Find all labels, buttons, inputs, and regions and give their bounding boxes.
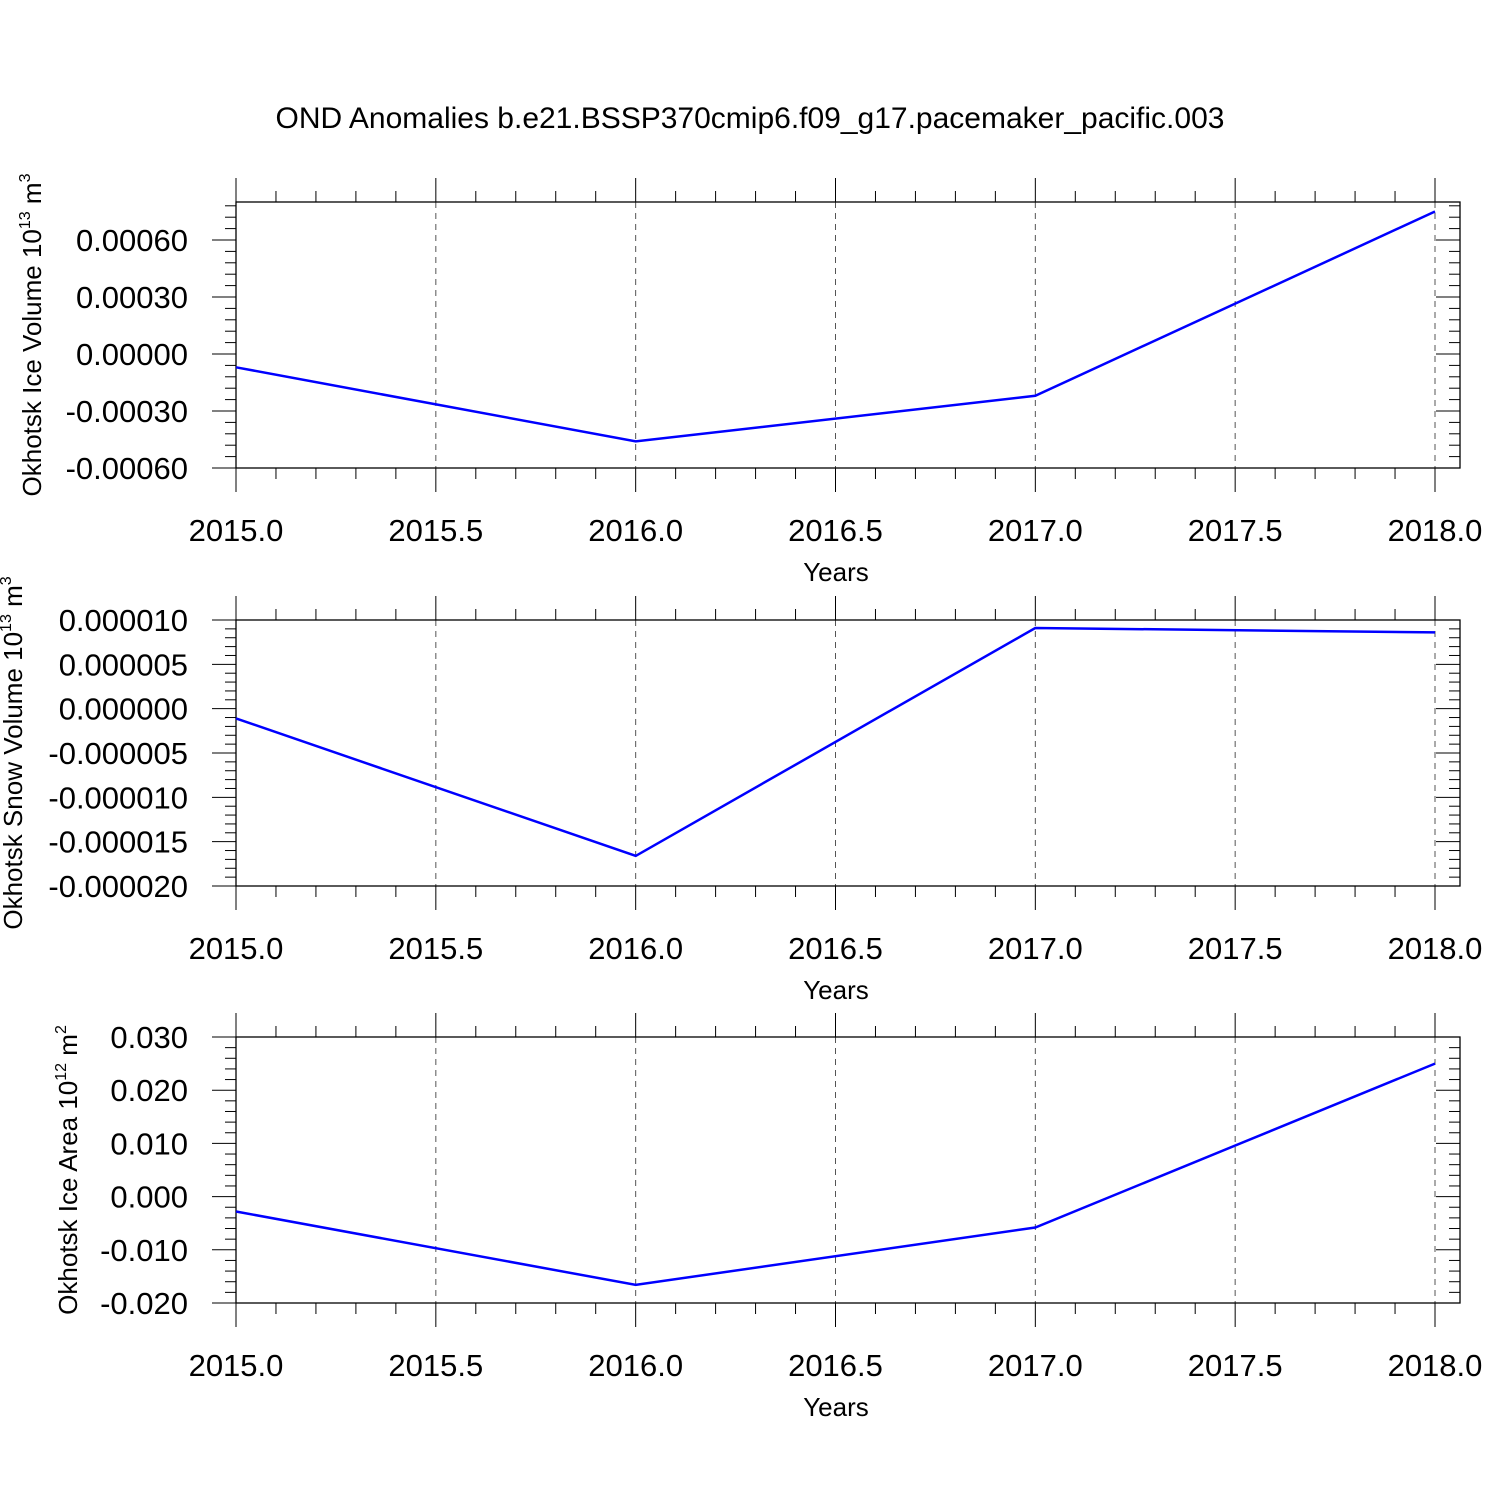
x-tick-label: 2015.5 — [388, 931, 483, 966]
panel-1-grid — [435, 202, 1436, 468]
x-tick-label: 2016.5 — [788, 931, 883, 966]
panel-1-y-axis-title: Okhotsk Ice Volume 1013 m3 — [17, 173, 47, 496]
x-tick-label: 2016.0 — [588, 513, 683, 548]
y-tick-label: -0.000005 — [48, 736, 188, 771]
panel-1-series-line — [235, 210, 1436, 443]
panel-3-tick-labels: 2015.0 2015.5 2016.0 2016.5 2017.0 2017.5 2018… — [100, 1020, 1482, 1383]
y-tick-label: -0.000010 — [48, 780, 188, 815]
panel-2-tick-labels: 2015.0 2015.5 2016.0 2016.5 2017.0 2017.5 2018… — [48, 603, 1482, 966]
y-tick-label: 0.020 — [110, 1073, 188, 1108]
x-tick-label: 2016.5 — [788, 1348, 883, 1383]
panel-3-y-axis-title: Okhotsk Ice Area 1012 m2 — [53, 1025, 83, 1315]
panel-2-grid — [435, 620, 1436, 886]
panel-2-ticks — [212, 596, 1460, 910]
x-tick-label: 2016.0 — [588, 931, 683, 966]
panel-ice-volume: 2015.0 2015.5 2016.0 2016.5 2017.0 2017.5 2018… — [17, 173, 1482, 587]
x-tick-label: 2015.0 — [189, 1348, 284, 1383]
panel-3-grid — [435, 1037, 1436, 1303]
y-tick-label: 0.00030 — [76, 280, 188, 315]
panel-2-frame — [235, 619, 1461, 887]
chart-title: OND Anomalies b.e21.BSSP370cmip6.f09_g17… — [276, 102, 1225, 135]
panel-1-tick-labels: 2015.0 2015.5 2016.0 2016.5 2017.0 2017.5 2018… — [66, 223, 1483, 548]
panel-1-frame — [235, 201, 1461, 469]
y-tick-label: -0.020 — [100, 1286, 188, 1321]
panel-3-x-axis-title: Years — [803, 1392, 869, 1422]
y-tick-label: 0.00060 — [76, 223, 188, 258]
panel-3-ticks — [212, 1013, 1460, 1327]
y-tick-label: 0.000010 — [59, 603, 188, 638]
x-tick-label: 2016.5 — [788, 513, 883, 548]
panel-1-ticks — [212, 178, 1460, 492]
panel-snow-volume: 2015.0 2015.5 2016.0 2016.5 2017.0 2017.5 2018… — [0, 576, 1482, 1005]
y-tick-label: 0.000000 — [59, 692, 188, 727]
y-tick-label: 0.000 — [110, 1180, 188, 1215]
panel-2-series-line — [235, 626, 1436, 858]
x-tick-label: 2017.0 — [988, 513, 1083, 548]
panel-1-x-axis-title: Years — [803, 557, 869, 587]
panel-3-series-line — [235, 1062, 1436, 1287]
y-tick-label: -0.000015 — [48, 825, 188, 860]
y-tick-label: 0.030 — [110, 1020, 188, 1055]
y-tick-label: 0.00000 — [76, 337, 188, 372]
panel-3-frame — [235, 1036, 1461, 1304]
y-tick-label: 0.000005 — [59, 647, 188, 682]
y-tick-label: -0.00060 — [66, 451, 188, 486]
panel-2-x-axis-title: Years — [803, 975, 869, 1005]
y-tick-label: -0.000020 — [48, 869, 188, 904]
x-tick-label: 2018.0 — [1388, 513, 1483, 548]
y-tick-label: 0.010 — [110, 1126, 188, 1161]
y-tick-label: -0.00030 — [66, 394, 188, 429]
panel-ice-area: 2015.0 2015.5 2016.0 2016.5 2017.0 2017.5 2018… — [53, 1013, 1482, 1422]
panel-2-y-axis-title: Okhotsk Snow Volume 1013 m3 — [0, 576, 28, 929]
x-tick-label: 2018.0 — [1388, 1348, 1483, 1383]
x-tick-label: 2017.5 — [1188, 1348, 1283, 1383]
x-tick-label: 2017.0 — [988, 1348, 1083, 1383]
x-tick-label: 2017.5 — [1188, 513, 1283, 548]
x-tick-label: 2018.0 — [1388, 931, 1483, 966]
x-tick-label: 2015.5 — [388, 1348, 483, 1383]
x-tick-label: 2015.0 — [189, 513, 284, 548]
x-tick-label: 2016.0 — [588, 1348, 683, 1383]
x-tick-label: 2015.0 — [189, 931, 284, 966]
x-tick-label: 2017.0 — [988, 931, 1083, 966]
y-tick-label: -0.010 — [100, 1233, 188, 1268]
x-tick-label: 2015.5 — [388, 513, 483, 548]
x-tick-label: 2017.5 — [1188, 931, 1283, 966]
